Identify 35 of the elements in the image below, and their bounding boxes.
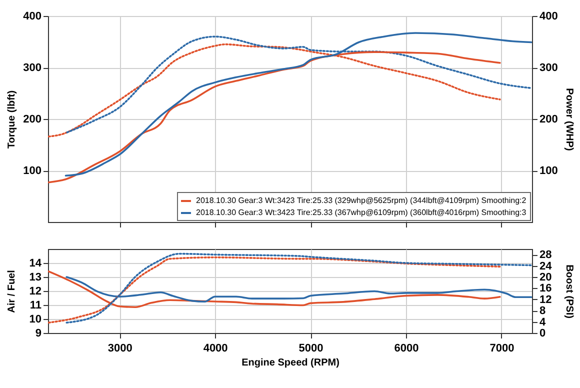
y2-axis-title: Power (WHP) [564,88,574,151]
legend-label: 2018.10.30 Gear:3 Wt:3423 Tire:25.33 (367whp@6109rpm) (360lbft@4016rpm) Smoothing:3 [196,208,527,217]
y-tick-label: 200 [23,114,42,126]
y-tick-label: 300 [23,62,42,74]
y-tick-label: 13 [29,272,42,284]
y2-tick-label: 100 [540,165,558,177]
y-tick-label: 14 [29,258,42,270]
legend-label: 2018.10.30 Gear:3 Wt:3423 Tire:25.33 (329whp@5625rpm) (344lbft@4109rpm) Smoothing:2 [196,196,527,205]
y2-tick-label: 16 [540,282,552,295]
y-axis-title: Air / Fuel [6,270,18,313]
x-tick-label: 7000 [490,342,514,354]
y-tick-label: 12 [29,286,42,298]
y2-tick-label: 0 [540,328,546,340]
y2-tick-label: 200 [540,114,558,126]
x-axis-title: Engine Speed (RPM) [242,358,340,368]
x-tick-label: 3000 [108,342,132,354]
y2-tick-label: 4 [540,316,546,328]
y2-tick-label: 8 [540,305,546,318]
y-tick-label: 11 [30,300,42,312]
y2-axis-title: Boost (PSI) [564,264,574,318]
y2-tick-label: 300 [540,62,558,74]
x-tick-label: 5000 [298,342,324,354]
y-tick-label: 10 [29,314,42,326]
y-axis-title: Torque (lbft) [6,90,18,149]
y2-tick-label: 12 [540,294,552,306]
y2-tick-label: 24 [540,260,553,272]
y-tick-label: 100 [23,165,42,177]
y-tick-label: 400 [23,10,42,22]
y2-tick-label: 28 [540,249,552,262]
line-series [64,32,532,177]
y2-tick-label: 20 [540,272,552,284]
y2-tick-label: 400 [540,10,558,22]
x-tick-label: 4000 [203,342,228,354]
x-tick-label: 6000 [394,342,419,354]
y-tick-label: 9 [35,328,42,340]
